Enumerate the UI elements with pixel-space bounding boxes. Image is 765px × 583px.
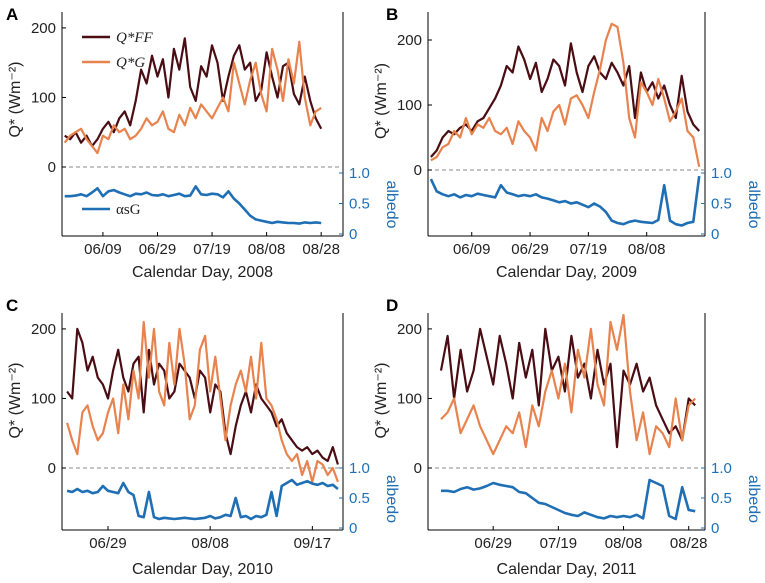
y-right-tick-label: 0 — [349, 226, 357, 243]
series-line-qff — [439, 327, 697, 449]
y-right-tick-label: 1.0 — [349, 460, 370, 477]
y-tick-label: 100 — [397, 390, 422, 407]
y-axis-label: Q* (Wm⁻²) — [373, 63, 390, 139]
series-line-sg — [441, 478, 696, 521]
y-axis-label: Q* (Wm⁻²) — [7, 363, 24, 439]
y-tick-label: 200 — [397, 32, 422, 49]
y-tick-label: 0 — [48, 460, 56, 477]
panel-letter: D — [386, 296, 398, 315]
series-line-qff — [64, 37, 323, 148]
legend-label: αsG — [116, 202, 141, 218]
y-right-axis-label: albedo — [745, 475, 762, 523]
y-tick-label: 100 — [397, 97, 422, 114]
x-tick-label: 08/28 — [302, 241, 340, 258]
panel-c: C 06/29 08/08 09/17 0 100 200 0 0.5 1.0 Calendar D… — [6, 296, 400, 578]
y-tick-label: 0 — [414, 460, 422, 477]
x-tick-label: 08/08 — [191, 535, 229, 552]
y-tick-label: 200 — [397, 321, 422, 338]
y-tick-label: 100 — [31, 89, 56, 106]
legend-label: Q*G — [116, 55, 145, 71]
series-line-qg — [66, 320, 339, 483]
x-axis-label: Calendar Day, 2010 — [132, 561, 273, 578]
x-tick-label: 06/29 — [89, 535, 127, 552]
legend-label: Q*FF — [116, 30, 153, 46]
y-tick-label: 200 — [31, 321, 56, 338]
panel-letter: B — [386, 5, 398, 24]
y-right-tick-label: 0.5 — [349, 196, 370, 213]
x-tick-label: 09/17 — [294, 535, 332, 552]
x-tick-label: 08/28 — [670, 535, 708, 552]
series-line-qg — [430, 22, 701, 168]
y-right-tick-label: 0.5 — [711, 490, 732, 507]
y-right-tick-label: 1.0 — [349, 165, 370, 182]
y-right-tick-label: 0 — [711, 226, 719, 243]
y-tick-label: 0 — [48, 159, 56, 176]
panel-a: A 06/09 06/29 07/19 08/08 08/28 0 100 200 0 0.5 1.0… — [6, 5, 400, 281]
x-tick-label: 06/29 — [511, 241, 549, 258]
x-tick-label: 06/29 — [474, 535, 512, 552]
y-tick-label: 200 — [31, 20, 56, 37]
panel-letter: C — [6, 296, 18, 315]
x-tick-label: 08/08 — [628, 241, 666, 258]
x-tick-label: 06/29 — [139, 241, 177, 258]
series-line-sg — [429, 175, 701, 227]
y-tick-label: 100 — [31, 390, 56, 407]
x-axis-label: Calendar Day, 2008 — [132, 264, 273, 281]
series-line-qff — [66, 327, 339, 465]
panel-d: D06/29 07/19 08/08 08/28010020000.51.0Calen… — [373, 296, 762, 578]
x-axis-label: Calendar Day, 2011 — [497, 561, 637, 578]
y-right-tick-label: 0 — [711, 520, 719, 537]
y-axis-label: Q* (Wm⁻²) — [7, 62, 24, 138]
series-line-qg — [63, 40, 322, 155]
y-right-axis-label: albedo — [383, 475, 400, 523]
y-axis-label: Q* (Wm⁻²) — [373, 363, 390, 439]
y-right-tick-label: 0 — [349, 520, 357, 537]
series-line-sg — [66, 478, 339, 521]
y-right-tick-label: 1.0 — [711, 165, 732, 182]
x-tick-label: 07/19 — [193, 241, 231, 258]
x-tick-label: 07/19 — [570, 241, 608, 258]
x-tick-label: 06/09 — [453, 241, 491, 258]
y-right-tick-label: 0.5 — [349, 490, 370, 507]
y-right-tick-label: 1.0 — [711, 460, 732, 477]
x-tick-label: 06/09 — [84, 241, 122, 258]
y-right-axis-label: albedo — [745, 180, 762, 228]
x-tick-label: 08/08 — [248, 241, 286, 258]
panel-b: B 06/09 06/29 07/19 08/08 0 100 200 0 0.5 1.0 Calen… — [373, 5, 762, 281]
x-axis-label: Calendar Day, 2009 — [496, 264, 637, 281]
x-tick-label: 08/08 — [605, 535, 643, 552]
y-right-tick-label: 0.5 — [711, 196, 732, 213]
panel-letter: A — [6, 5, 18, 24]
y-right-axis-label: albedo — [383, 180, 400, 228]
x-tick-label: 07/19 — [540, 535, 578, 552]
series-line-qff — [430, 42, 701, 158]
series-line-sg — [64, 185, 322, 225]
y-tick-label: 0 — [414, 162, 422, 179]
series-line-qg — [440, 313, 697, 456]
